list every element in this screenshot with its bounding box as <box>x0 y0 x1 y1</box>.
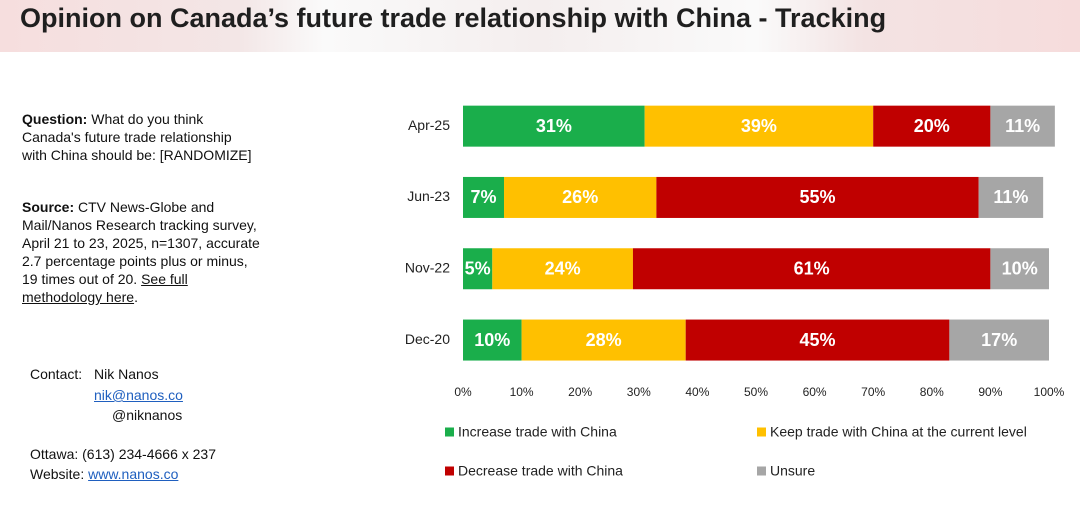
value-label: 55% <box>800 187 836 207</box>
bar-segment <box>949 319 1049 361</box>
x-tick-label: 60% <box>803 385 827 399</box>
legend-label: Increase trade with China <box>458 424 617 440</box>
y-tick-label: Nov-22 <box>405 259 450 275</box>
bar-segment <box>463 319 522 361</box>
contact-email[interactable]: nik@nanos.co <box>94 387 183 403</box>
website: Website: www.nanos.co <box>30 465 178 483</box>
methodology-link[interactable]: See full methodology here <box>22 271 188 305</box>
legend-label: Decrease trade with China <box>458 463 623 479</box>
x-tick-label: 40% <box>685 385 709 399</box>
legend-label: Keep trade with China at the current lev… <box>770 424 1027 440</box>
value-label: 26% <box>562 187 598 207</box>
x-tick-label: 90% <box>978 385 1002 399</box>
phone: Ottawa: (613) 234-4666 x 237 <box>30 446 217 462</box>
x-tick-label: 80% <box>920 385 944 399</box>
value-label: 11% <box>1005 116 1040 136</box>
bar-segment <box>463 105 645 147</box>
bar-segment <box>463 176 505 218</box>
x-tick-label: 0% <box>454 385 472 399</box>
x-tick-label: 10% <box>510 385 534 399</box>
source-text: CTV News-Globe and Mail/Nanos Research t… <box>22 199 260 287</box>
bar-segment <box>463 248 493 290</box>
y-tick-label: Jun-23 <box>407 188 450 204</box>
value-label: 17% <box>981 330 1017 350</box>
value-label: 61% <box>794 259 830 279</box>
value-label: 5% <box>465 259 491 279</box>
value-label: 10% <box>474 330 510 350</box>
source-label: Source: <box>22 199 75 215</box>
source: Source: CTV News-Globe and Mail/Nanos Re… <box>22 198 260 306</box>
value-label: 31% <box>536 116 572 136</box>
source-end: . <box>134 289 138 305</box>
bar-segment <box>990 105 1055 147</box>
y-tick-label: Apr-25 <box>408 117 450 133</box>
bar-segment <box>656 176 979 218</box>
x-tick-label: 30% <box>627 385 651 399</box>
bar-segment <box>978 176 1044 218</box>
x-tick-label: 20% <box>568 385 592 399</box>
value-label: 45% <box>800 330 836 350</box>
bar-segment <box>632 248 991 290</box>
legend-swatch <box>445 427 454 437</box>
contact-handle: @niknanos <box>112 407 183 423</box>
bar-segment <box>990 248 1049 290</box>
bar-segment <box>644 105 874 147</box>
value-label: 7% <box>471 187 497 207</box>
question-text: What do you think Canada's future trade … <box>22 111 252 163</box>
header: Opinion on Canada’s future trade relatio… <box>0 0 1080 52</box>
contact-label: Contact: <box>30 366 83 382</box>
bar-segment <box>492 248 633 290</box>
x-tick-label: 70% <box>861 385 885 399</box>
value-label: 28% <box>586 330 622 350</box>
value-label: 20% <box>914 116 950 136</box>
x-tick-label: 100% <box>1034 385 1065 399</box>
y-tick-label: Dec-20 <box>405 331 450 347</box>
website-link[interactable]: www.nanos.co <box>88 466 179 482</box>
value-label: 10% <box>1002 259 1038 279</box>
legend-label: Unsure <box>770 463 815 479</box>
legend-swatch <box>757 466 766 476</box>
bar-segment <box>685 319 950 361</box>
legend-swatch <box>445 466 454 476</box>
question: Question: What do you think Canada's fut… <box>22 110 260 164</box>
chart-title: Opinion on Canada’s future trade relatio… <box>20 3 887 33</box>
website-label: Website: <box>30 466 85 482</box>
legend-swatch <box>757 427 766 437</box>
value-label: 39% <box>741 116 777 136</box>
bar-segment <box>873 105 991 147</box>
bar-segment <box>521 319 686 361</box>
bar-segment <box>504 176 657 218</box>
value-label: 11% <box>993 187 1028 207</box>
x-tick-label: 50% <box>744 385 768 399</box>
value-label: 24% <box>545 259 581 279</box>
contact-name: Nik Nanos <box>94 366 159 382</box>
question-label: Question: <box>22 111 88 127</box>
